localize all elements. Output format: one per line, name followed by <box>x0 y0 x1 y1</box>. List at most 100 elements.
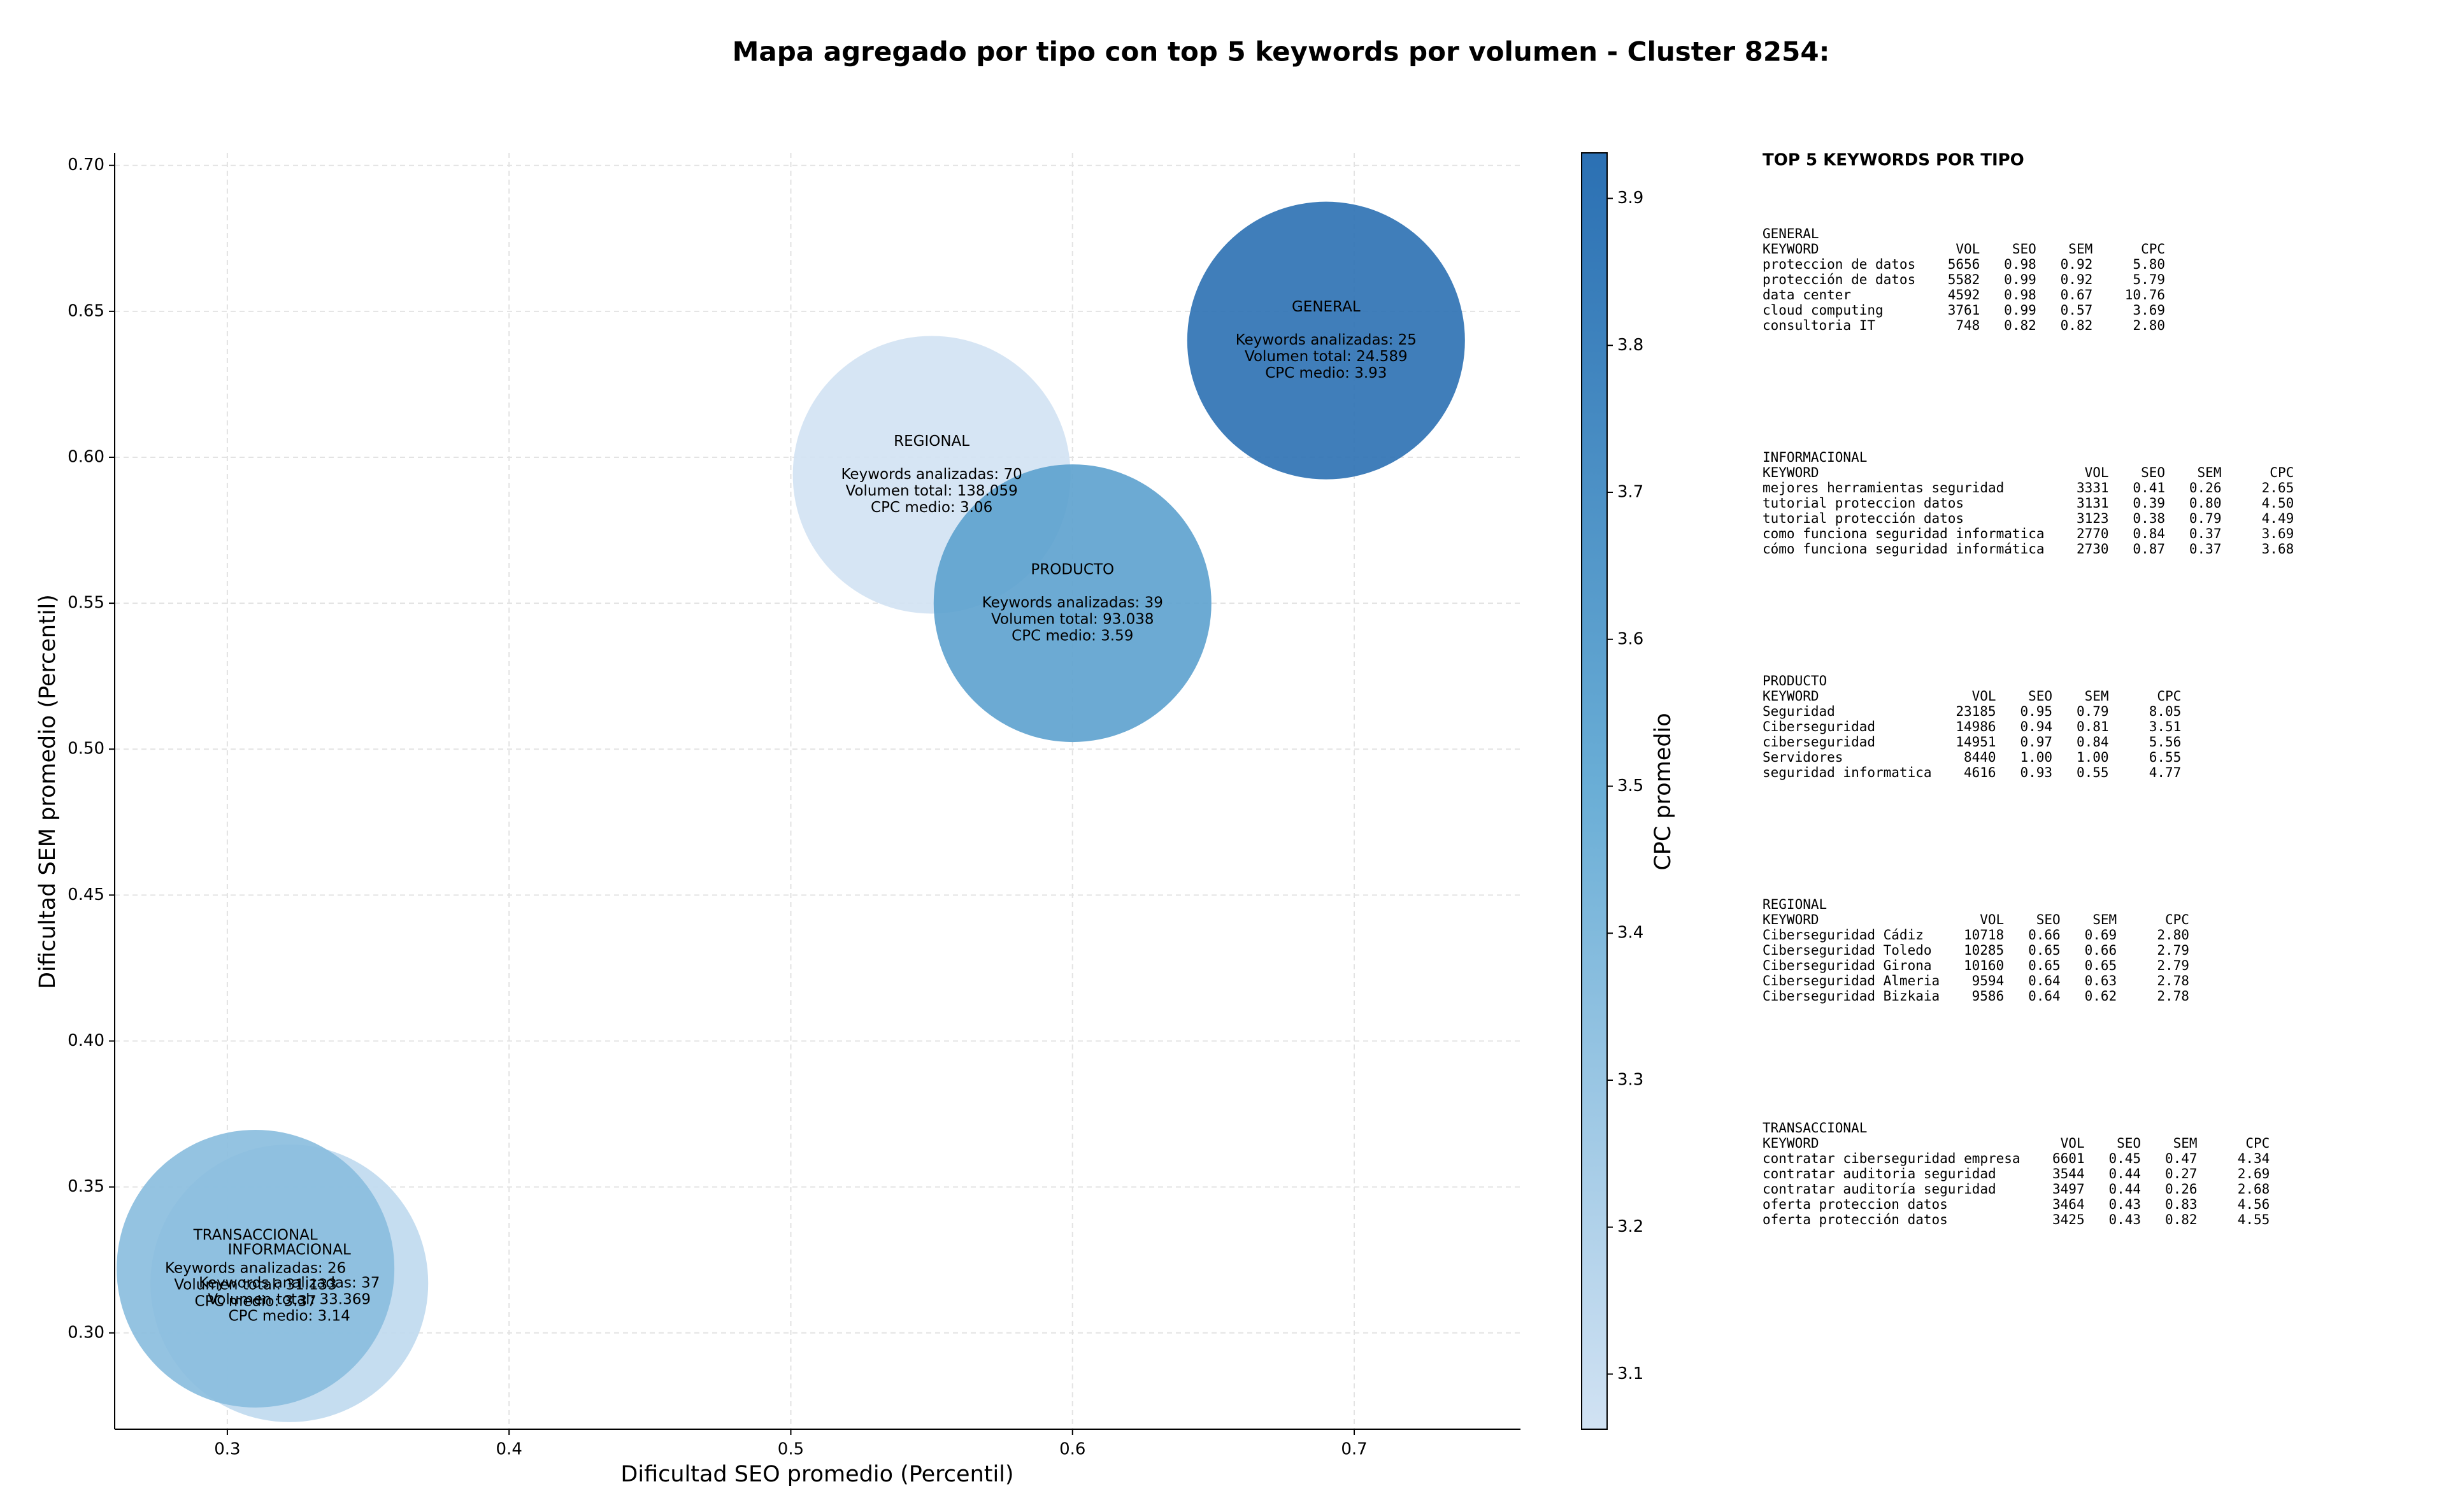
table-cell: Ciberseguridad Cádiz <box>1763 927 1924 943</box>
table-cell: 0.65 <box>2085 958 2117 973</box>
table-cell: 0.97 <box>2020 734 2052 750</box>
table-cell: 3.69 <box>2133 303 2165 318</box>
table-cell: 0.95 <box>2020 704 2052 719</box>
colorbar-tick-label: 3.5 <box>1617 776 1643 795</box>
table-cell: oferta protección datos <box>1763 1212 1948 1227</box>
colorbar-tick-label: 3.8 <box>1617 336 1643 355</box>
table-cell: Servidores <box>1763 750 1843 765</box>
table-cell: 3.68 <box>2262 541 2294 557</box>
table-header: SEM <box>2198 465 2222 480</box>
bubble <box>1187 201 1465 480</box>
table-cell: 0.67 <box>2061 287 2093 303</box>
table-header: SEM <box>2085 688 2109 704</box>
bubble-annotation: CPC medio: 3.14 <box>229 1308 350 1324</box>
table-cell: 0.84 <box>2133 526 2165 541</box>
bubble-annotation: Keywords analizadas: 39 <box>982 595 1163 611</box>
bubble-name: REGIONAL <box>894 433 969 450</box>
table-cell: 0.37 <box>2189 526 2222 541</box>
table-header: SEM <box>2092 912 2117 927</box>
table-cell: 0.84 <box>2077 734 2109 750</box>
table-cell: 0.92 <box>2061 257 2093 272</box>
table-cell: 4.55 <box>2238 1212 2270 1227</box>
table-cell: data center <box>1763 287 1851 303</box>
table-cell: 3544 <box>2052 1166 2085 1181</box>
colorbar-tick-label: 3.6 <box>1617 629 1643 648</box>
table-cell: 0.57 <box>2061 303 2093 318</box>
table-cell: 8440 <box>1964 750 1996 765</box>
table-cell: contratar auditoria seguridad <box>1763 1166 1996 1181</box>
y-tick-label: 0.65 <box>68 301 104 320</box>
table-header: KEYWORD <box>1763 912 1819 927</box>
table-cell: 14951 <box>1956 734 1996 750</box>
table-cell: 748 <box>1956 318 1980 333</box>
table-header: KEYWORD <box>1763 465 1819 480</box>
table-cell: 10285 <box>1964 943 2004 958</box>
chart-title: Mapa agregado por tipo con top 5 keyword… <box>733 36 1830 68</box>
table-header: SEM <box>2068 241 2092 257</box>
table-cell: Ciberseguridad <box>1763 719 1875 734</box>
table-cell: 3464 <box>2052 1197 2085 1212</box>
table-cell: contratar auditoría seguridad <box>1763 1181 1996 1197</box>
table-cell: 0.81 <box>2077 719 2109 734</box>
table-cell: 3123 <box>2077 511 2109 526</box>
table-cell: 10718 <box>1964 927 2004 943</box>
table-cell: 3497 <box>2052 1181 2085 1197</box>
y-tick-label: 0.40 <box>68 1031 104 1050</box>
table-cell: 0.62 <box>2085 988 2117 1004</box>
table-header: SEO <box>2012 241 2036 257</box>
group-title: INFORMACIONAL <box>1763 450 1867 465</box>
colorbar <box>1581 152 1608 1430</box>
table-cell: 1.00 <box>2020 750 2052 765</box>
x-tick-label: 0.5 <box>778 1440 804 1459</box>
bubble-annotation: Volumen total: 33.369 <box>208 1291 371 1308</box>
group-title: PRODUCTO <box>1763 673 1827 688</box>
table-cell: 0.55 <box>2077 765 2109 780</box>
group-title: REGIONAL <box>1763 897 1827 912</box>
table-header: VOL <box>1980 912 2004 927</box>
bubble-annotation: Volumen total: 138.059 <box>846 483 1018 499</box>
table-cell: 4616 <box>1964 765 1996 780</box>
table-cell: 5.80 <box>2133 257 2165 272</box>
table-cell: como funciona seguridad informatica <box>1763 526 2045 541</box>
table-cell: 2.68 <box>2238 1181 2270 1197</box>
table-cell: 5.79 <box>2133 272 2165 287</box>
table-cell: 0.82 <box>2061 318 2093 333</box>
bubble-annotation: CPC medio: 3.93 <box>1265 365 1387 382</box>
table-cell: 0.43 <box>2109 1197 2142 1212</box>
table-cell: Ciberseguridad Bizkaia <box>1763 988 1940 1004</box>
table-cell: 2770 <box>2077 526 2109 541</box>
table-cell: 2.69 <box>2238 1166 2270 1181</box>
table-cell: 0.64 <box>2028 973 2061 988</box>
colorbar-tick-label: 3.4 <box>1617 924 1643 943</box>
table-cell: 3761 <box>1948 303 1980 318</box>
table-cell: 0.44 <box>2109 1166 2142 1181</box>
table-cell: 2.78 <box>2157 973 2189 988</box>
table-cell: 0.69 <box>2085 927 2117 943</box>
table-cell: contratar ciberseguridad empresa <box>1763 1151 2020 1166</box>
table-cell: 0.26 <box>2165 1181 2198 1197</box>
table-cell: 0.44 <box>2109 1181 2142 1197</box>
table-header: SEO <box>2117 1136 2141 1151</box>
bubble-annotation: Keywords analizadas: 37 <box>199 1274 380 1291</box>
table-cell: 2730 <box>2077 541 2109 557</box>
table-cell: 0.99 <box>2004 272 2036 287</box>
table-cell: proteccion de datos <box>1763 257 1915 272</box>
y-tick-label: 0.60 <box>68 447 104 466</box>
y-axis-label: Dificultad SEM promedio (Percentil) <box>35 594 61 989</box>
table-cell: 3131 <box>2077 496 2109 511</box>
y-tick-label: 0.55 <box>68 594 104 613</box>
table-cell: 2.80 <box>2157 927 2189 943</box>
x-tick-label: 0.6 <box>1059 1440 1085 1459</box>
bubble-annotation: Volumen total: 93.038 <box>991 611 1154 628</box>
table-cell: mejores herramientas seguridad <box>1763 480 2004 496</box>
table-cell: tutorial proteccion datos <box>1763 496 1964 511</box>
colorbar-tick-label: 3.1 <box>1617 1364 1643 1383</box>
bubble-annotation: CPC medio: 3.37 <box>195 1293 317 1309</box>
y-tick-label: 0.30 <box>68 1323 104 1342</box>
group-title: TRANSACCIONAL <box>1763 1120 1867 1136</box>
x-tick-label: 0.7 <box>1341 1440 1367 1459</box>
table-cell: 0.79 <box>2189 511 2222 526</box>
bubble-name: TRANSACCIONAL <box>193 1227 318 1243</box>
